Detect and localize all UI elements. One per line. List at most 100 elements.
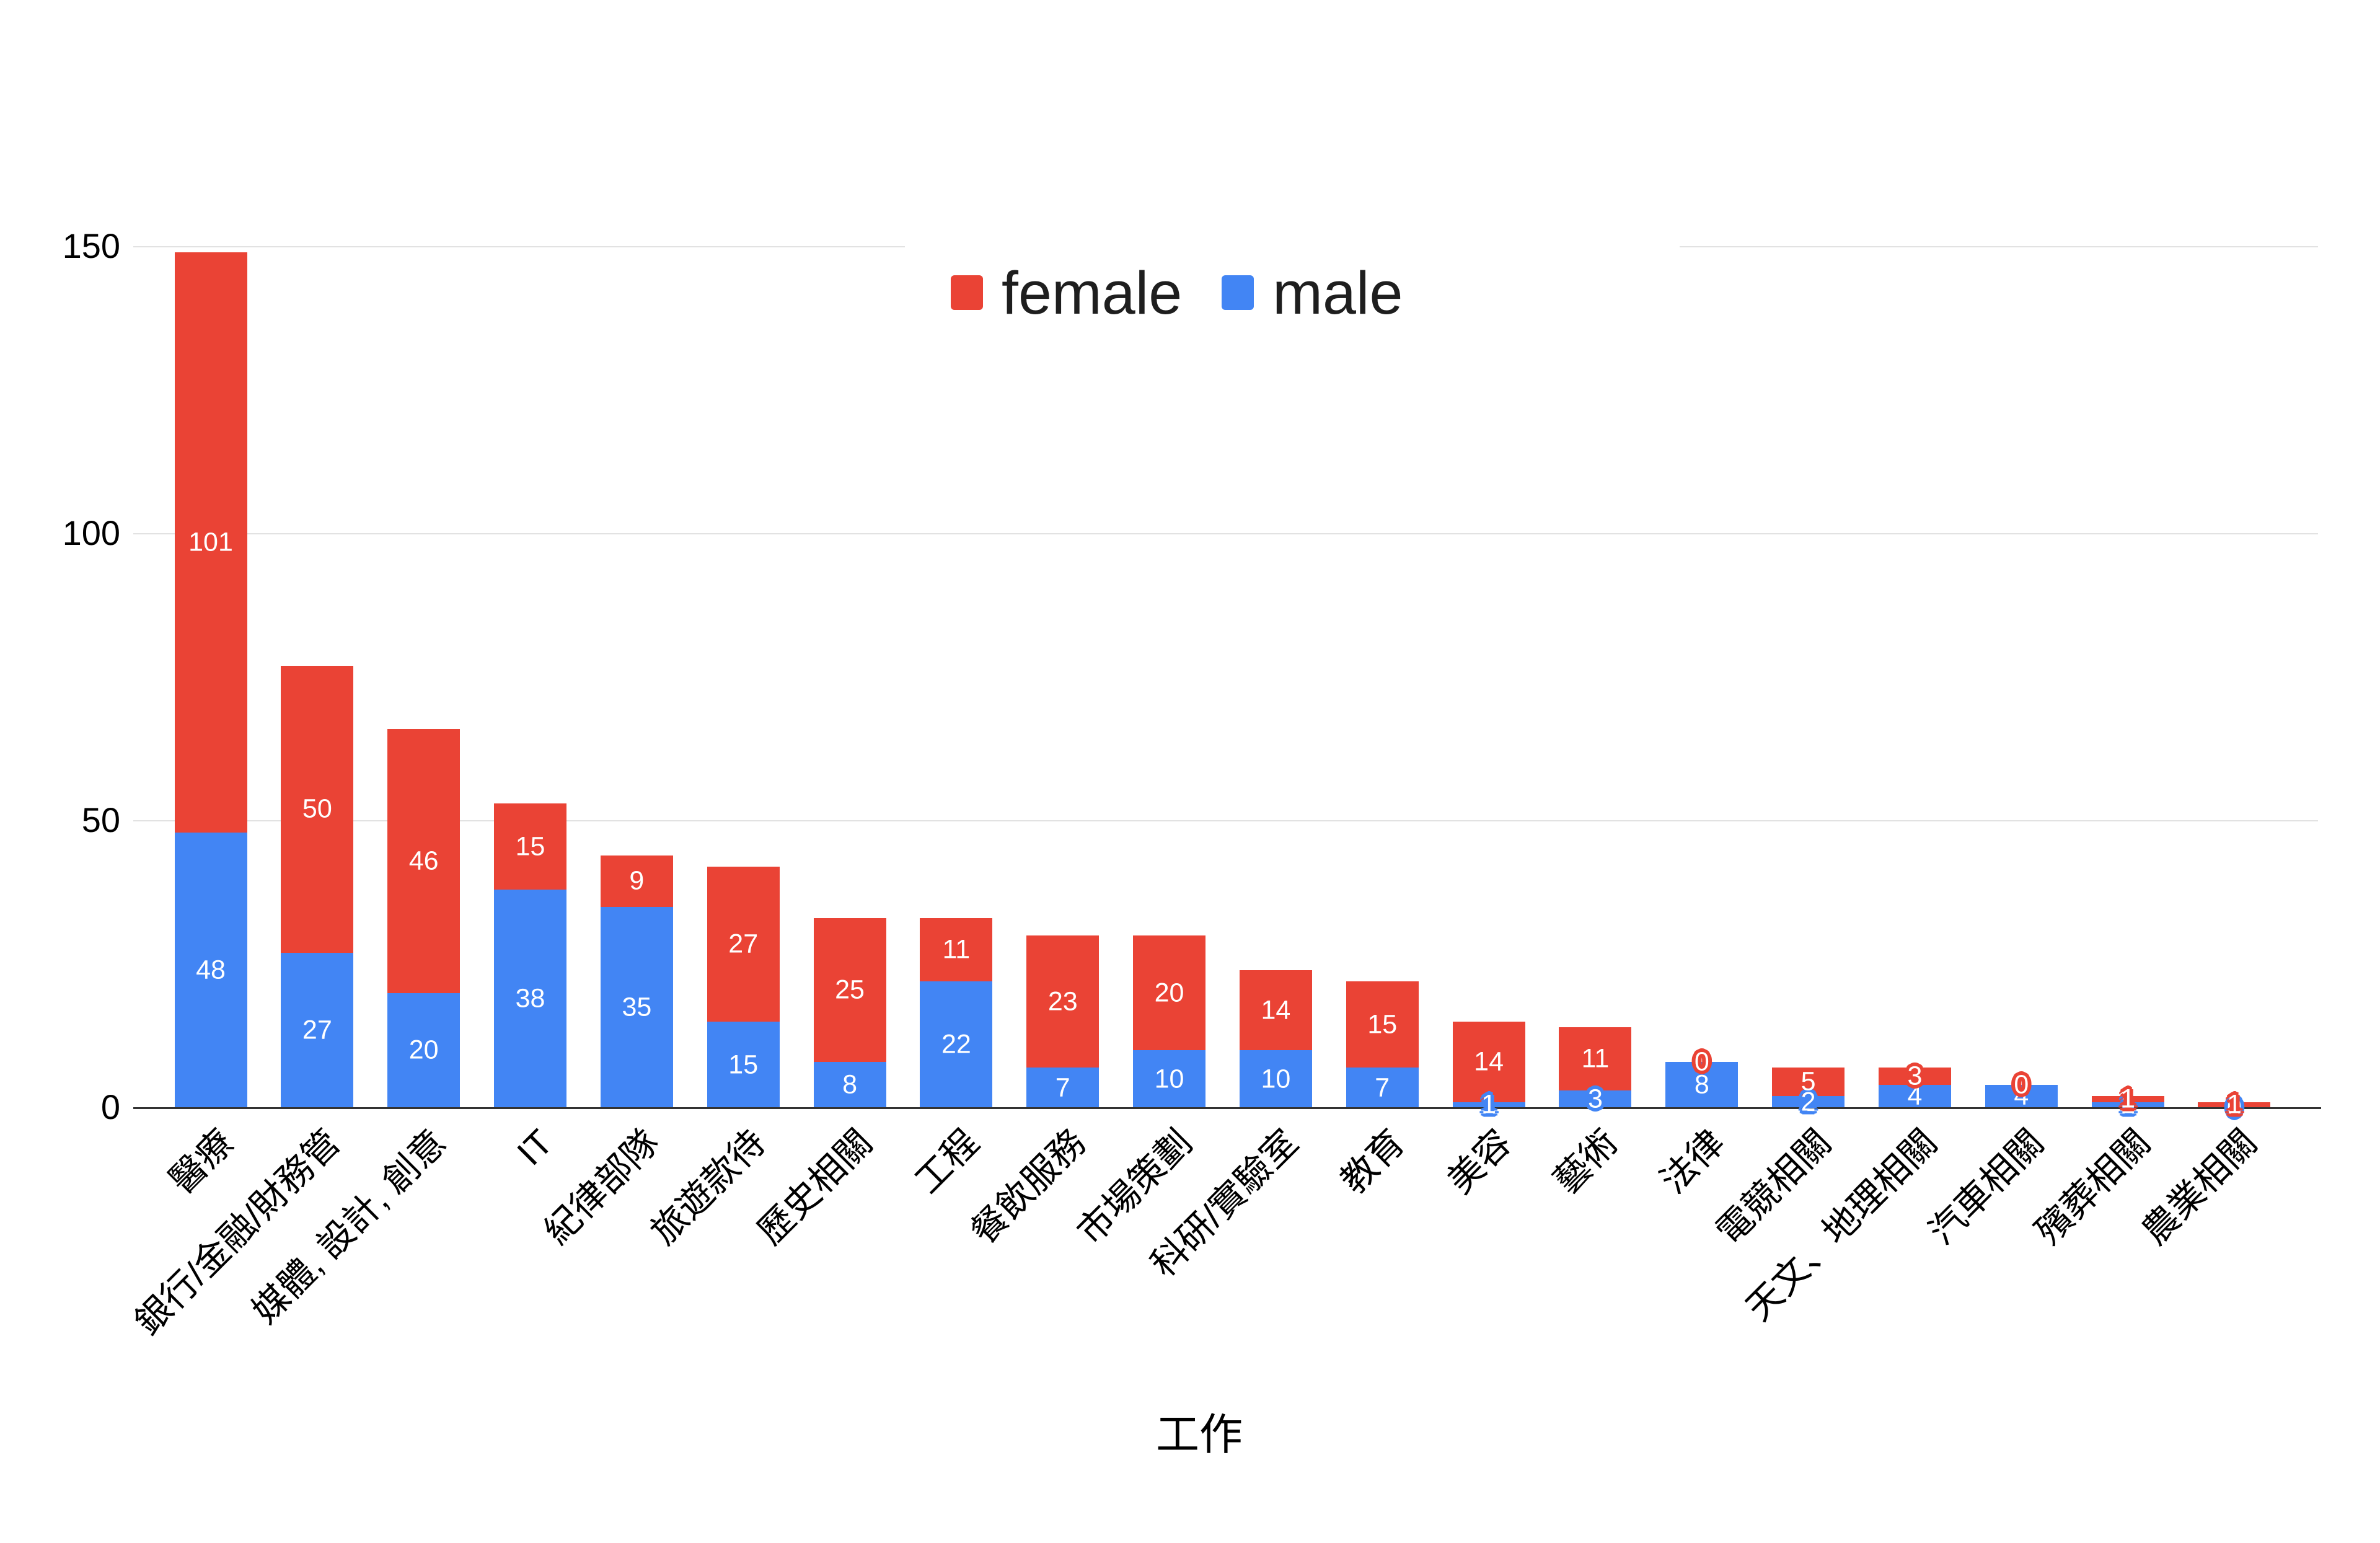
- bar-segment-male[interactable]: [494, 890, 567, 1108]
- legend-label-female: female: [1002, 259, 1183, 327]
- bar-segment-male[interactable]: [1665, 1061, 1739, 1108]
- bar-segment-male[interactable]: [1772, 1096, 1845, 1108]
- data-label-female: 14: [1261, 995, 1291, 1025]
- data-label-female: 0: [1694, 1046, 1709, 1077]
- bar-segment-female[interactable]: [2091, 1096, 2164, 1102]
- data-label-male: 8: [842, 1069, 858, 1100]
- bar-segment-female[interactable]: [2198, 1102, 2271, 1108]
- data-label-male: 1: [2120, 1089, 2136, 1120]
- legend-swatch-male-icon: [1222, 275, 1254, 310]
- bar-segment-male[interactable]: [813, 1061, 886, 1108]
- x-axis-line: [133, 1107, 2321, 1109]
- x-axis-category-label: 旅遊款待: [643, 1121, 774, 1252]
- x-axis-title: 工作: [1156, 1410, 1243, 1459]
- bar-segment-female[interactable]: [600, 855, 673, 907]
- data-label-male: 20: [408, 1035, 439, 1065]
- x-axis-category-label: 天文、地理相關: [1739, 1121, 1946, 1329]
- bar-segment-male[interactable]: [1133, 1050, 1206, 1108]
- data-label-male: 27: [302, 1015, 332, 1045]
- bar-segment-female[interactable]: [1346, 981, 1419, 1068]
- x-axis-category-label: 藝術: [1546, 1121, 1626, 1201]
- bar-segment-female[interactable]: [1559, 1027, 1632, 1091]
- bar-segment-male[interactable]: [1026, 1068, 1100, 1108]
- bar-segment-female[interactable]: [920, 918, 993, 982]
- bar-segment-male[interactable]: [174, 832, 247, 1108]
- bar-segment-female[interactable]: [494, 803, 567, 890]
- bar-segment-male[interactable]: [1346, 1068, 1419, 1108]
- bar-segment-male[interactable]: [387, 993, 461, 1108]
- bar-segment-male[interactable]: [920, 981, 993, 1108]
- y-axis-tick-50: 50: [81, 800, 120, 840]
- data-label-male: 0: [2227, 1092, 2242, 1123]
- bar-segment-female[interactable]: [387, 728, 461, 993]
- y-axis-tick-150: 150: [62, 226, 120, 266]
- bar-segment-female[interactable]: [1452, 1022, 1525, 1102]
- x-axis-category-label: 汽車相關: [1921, 1121, 2052, 1252]
- data-label-male: 15: [728, 1050, 759, 1080]
- data-label-female: 9: [629, 865, 645, 896]
- data-label-male: 4: [1907, 1081, 1923, 1111]
- bar-segment-female[interactable]: [1239, 970, 1312, 1051]
- bar-segment-male[interactable]: [1985, 1084, 2058, 1108]
- gridline-50: [133, 820, 2318, 821]
- data-label-female: 15: [1367, 1009, 1398, 1040]
- x-axis-category-label: 醫療: [161, 1121, 241, 1201]
- bar-segment-male[interactable]: [600, 906, 673, 1108]
- data-label-female: 50: [302, 794, 332, 824]
- data-label-female: 5: [1800, 1066, 1816, 1097]
- data-label-male: 7: [1055, 1072, 1070, 1103]
- bar-segment-female[interactable]: [281, 665, 354, 953]
- bar-segment-male[interactable]: [2091, 1102, 2164, 1108]
- data-label-female: 25: [835, 975, 865, 1005]
- x-axis-category-label: IT: [509, 1121, 561, 1174]
- bar-segment-female[interactable]: [1772, 1068, 1845, 1097]
- data-label-female: 11: [1581, 1043, 1610, 1074]
- bar-segment-female[interactable]: [1026, 935, 1100, 1068]
- bar-segment-male[interactable]: [707, 1022, 780, 1108]
- data-label-male: 10: [1154, 1064, 1184, 1094]
- data-label-male: 1: [1481, 1089, 1497, 1120]
- x-axis-category-label: 殯葬相關: [2027, 1121, 2158, 1252]
- data-label-female: 1: [2227, 1089, 2242, 1120]
- x-axis-category-label: 美容: [1439, 1121, 1519, 1201]
- data-label-male: 7: [1375, 1072, 1390, 1103]
- data-label-female: 27: [728, 929, 759, 959]
- data-label-female: 3: [1907, 1061, 1923, 1091]
- bar-segment-female[interactable]: [707, 867, 780, 1022]
- legend-item-male[interactable]: male: [1222, 263, 1403, 323]
- x-axis-category-label: 農業相關: [2134, 1121, 2265, 1252]
- data-label-female: 46: [408, 846, 439, 876]
- legend-item-female[interactable]: female: [951, 263, 1182, 323]
- data-label-female: 101: [188, 527, 233, 557]
- data-label-male: 22: [941, 1029, 971, 1059]
- bar-segment-male[interactable]: [1452, 1102, 1525, 1108]
- data-label-male: 48: [196, 955, 226, 985]
- x-axis-category-label: 歷史相關: [749, 1121, 880, 1252]
- bar-segment-female[interactable]: [1878, 1068, 1951, 1085]
- data-label-female: 20: [1154, 978, 1184, 1008]
- x-axis-category-label: 教育: [1333, 1121, 1413, 1201]
- legend-swatch-female-icon: [951, 275, 983, 310]
- data-label-female: 0: [2014, 1069, 2029, 1100]
- bar-segment-female[interactable]: [174, 252, 247, 833]
- data-label-male: 10: [1261, 1064, 1291, 1094]
- data-label-male: 3: [1587, 1084, 1603, 1114]
- x-axis-category-label: 工程: [907, 1121, 987, 1201]
- bar-segment-female[interactable]: [813, 918, 886, 1062]
- x-axis-category-label: 媒體, 設計, 創意: [244, 1121, 454, 1332]
- data-label-male: 4: [2014, 1081, 2029, 1111]
- bar-segment-male[interactable]: [1239, 1050, 1312, 1108]
- bar-segment-male[interactable]: [1559, 1090, 1632, 1108]
- data-label-female: 23: [1047, 986, 1078, 1017]
- bar-segment-female[interactable]: [1133, 935, 1206, 1051]
- y-axis-tick-0: 0: [100, 1087, 120, 1127]
- x-axis-category-label: 餐飲服務: [963, 1121, 1093, 1252]
- x-axis-category-label: 紀律部隊: [537, 1121, 668, 1252]
- bar-segment-male[interactable]: [1878, 1084, 1951, 1108]
- data-label-female: 14: [1474, 1046, 1504, 1077]
- bar-segment-male[interactable]: [281, 952, 354, 1108]
- data-label-male: 38: [515, 983, 545, 1014]
- x-axis-category-label: 法律: [1652, 1121, 1732, 1201]
- data-label-female: 1: [2120, 1084, 2136, 1114]
